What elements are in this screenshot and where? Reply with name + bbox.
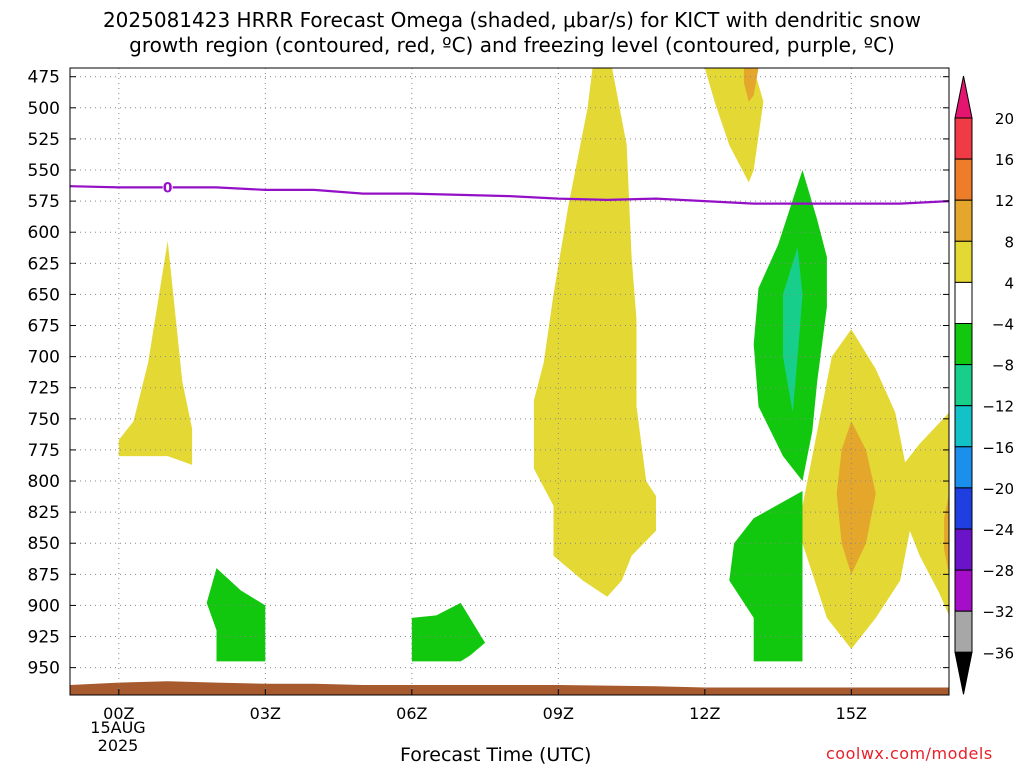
y-tick-label: 475 [28,68,60,88]
x-tick-label: 03Z [250,704,281,723]
colorbar-band [954,364,973,407]
y-tick-label: 750 [28,410,60,430]
shaded-region-upward-4-8-midday [533,68,656,597]
date-day-label: 15AUG [90,718,146,737]
shaded-region-upward-8-12-top [743,68,759,102]
credit-label: coolwx.com/models [826,744,993,763]
colorbar-band [954,199,973,242]
colorbar-band [954,240,973,283]
colorbar-band [954,569,973,612]
colorbar-label: 4 [1004,274,1014,292]
x-tick-label: 06Z [396,704,427,723]
freezing-level-line [69,185,950,205]
y-tick-label: 850 [28,534,60,554]
colorbar-band [954,446,973,489]
colorbar-label: 16 [995,151,1014,169]
y-tick-label: 700 [28,348,60,368]
colorbar-band [954,117,973,160]
shaded-region-downward-4-8-b [729,491,803,662]
freezing-level-label-bg [162,179,173,196]
shaded-region-upward-4-8-late [802,329,949,649]
y-tick-label: 650 [28,285,60,305]
shaded-region-downward-4-8-d [411,602,486,662]
colorbar: 20 16 12 8 4 −4 −8 −12 −16 −20 −24 −28 −32 −36 [954,75,1014,695]
y-tick-label: 825 [28,503,60,523]
colorbar-top-arrow [954,75,973,119]
colorbar-band [954,487,973,530]
colorbar-label: −24 [982,521,1014,539]
shaded-region-upward-8-12-edge [944,493,949,575]
colorbar-label: −36 [982,644,1014,662]
y-tick-label: 500 [28,99,60,119]
colorbar-label: 8 [1004,233,1014,251]
colorbar-label: −12 [982,398,1014,416]
y-axis: 475 500 525 550 575 600 625 650 675 700 725 750 775 8… [28,68,949,679]
y-tick-label: 900 [28,596,60,616]
colorbar-band [954,610,973,653]
colorbar-label: −4 [992,316,1014,334]
colorbar-band [954,281,973,324]
y-tick-label: 575 [28,192,60,212]
y-tick-label: 800 [28,472,60,492]
plot-frame [69,67,950,696]
terrain-area [70,681,949,695]
colorbar-label: 12 [995,192,1014,210]
colorbar-label: −16 [982,439,1014,457]
colorbar-label: −8 [992,357,1014,375]
shaded-region-downward-4-8-c [206,568,266,662]
y-tick-label: 925 [28,628,60,648]
chart-title-line-2: growth region (contoured, red, ºC) and f… [129,33,895,57]
colorbar-band [954,323,973,366]
y-tick-label: 525 [28,130,60,150]
colorbar-band [954,528,973,571]
shaded-region-upward-8-12-late [836,421,876,575]
colorbar-band [954,405,973,448]
x-tick-label: 15Z [836,704,867,723]
y-tick-label: 725 [28,379,60,399]
x-tick-label: 00Z [103,704,134,723]
x-axis: 00Z 03Z 06Z 09Z 12Z 15Z [103,689,867,723]
terrain-fill [70,681,949,695]
date-year-label: 2025 [97,736,139,755]
colorbar-bottom-arrow [954,651,973,695]
y-tick-label: 675 [28,317,60,337]
y-tick-label: 550 [28,161,60,181]
omega-shaded-regions [118,68,949,662]
y-tick-label: 875 [28,565,60,585]
y-tick-label: 600 [28,223,60,243]
x-axis-title: Forecast Time (UTC) [400,744,592,766]
colorbar-label: 20 [995,110,1014,128]
colorbar-label: −28 [982,562,1014,580]
freezing-level-contour: 0 [69,179,950,205]
y-tick-label: 625 [28,254,60,274]
colorbar-band [954,158,973,201]
x-tick-label: 12Z [689,704,720,723]
x-tick-label: 09Z [543,704,574,723]
colorbar-label: −20 [982,480,1014,498]
shaded-region-upward-4-8-early [118,240,193,465]
shaded-region-downward-8-12-a [783,247,803,413]
freezing-level-label: 0 [163,180,173,196]
chart-title-line-1: 2025081423 HRRR Forecast Omega (shaded, … [102,8,922,32]
colorbar-label: −32 [982,603,1014,621]
y-tick-label: 950 [28,659,60,679]
y-tick-label: 775 [28,441,60,461]
